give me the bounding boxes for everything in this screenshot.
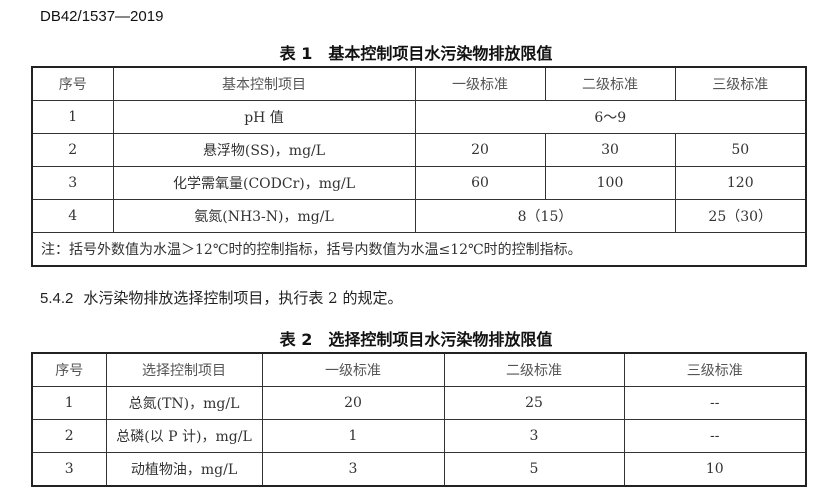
table-row: 2 总磷(以 P 计)，mg/L 1 3 -- [31,419,807,453]
table-row: 3 化学需氧量(CODCr)，mg/L 60 100 120 [31,166,807,200]
cell-item: 悬浮物(SS)，mg/L [112,133,416,167]
cell-value: -- [623,386,807,420]
table-note: 注：括号外数值为水温＞12℃时的控制指标，括号内数值为水温≤12℃时的控制指标。 [31,232,807,267]
cell-value: 100 [544,166,676,200]
table-row: 1 pH 值 6～9 [31,100,807,134]
table2-caption: 表 2 选择控制项目水污染物排放限值 [279,330,553,349]
cell-item: 总磷(以 P 计)，mg/L [105,419,263,453]
table2: 序号 选择控制项目 一级标准 二级标准 三级标准 1 总氮(TN)，mg/L 2… [31,352,807,487]
cell-value: 3 [261,452,445,487]
cell-no: 1 [31,386,107,420]
cell-no: 3 [31,452,107,487]
cell-value: 20 [414,133,546,167]
cell-value-merged: 6～9 [414,100,807,134]
cell-value: 1 [261,419,445,453]
table-row: 3 动植物油，mg/L 3 5 10 [31,452,807,487]
header-cell: 一级标准 [414,66,546,101]
cell-value: 60 [414,166,546,200]
cell-value: 30 [544,133,676,167]
cell-value: 50 [674,133,807,167]
cell-value: 25 [443,386,625,420]
cell-item: 动植物油，mg/L [105,452,263,487]
section-number: 5.4.2 [40,290,74,307]
table-header-row: 序号 选择控制项目 一级标准 二级标准 三级标准 [31,352,807,387]
cell-no: 4 [31,199,114,233]
cell-item: 化学需氧量(CODCr)，mg/L [112,166,416,200]
table-row: 2 悬浮物(SS)，mg/L 20 30 50 [31,133,807,167]
document-id: DB42/1537—2019 [40,8,164,25]
table-row: 1 总氮(TN)，mg/L 20 25 -- [31,386,807,420]
cell-value: -- [623,419,807,453]
header-cell: 序号 [31,352,107,387]
header-cell: 二级标准 [443,352,625,387]
cell-no: 1 [31,100,114,134]
header-cell: 三级标准 [674,66,807,101]
cell-value: 20 [261,386,445,420]
paragraph-5-4-2: 5.4.2 水污染物排放选择控制项目，执行表 2 的规定。 [40,287,402,308]
cell-value: 10 [623,452,807,487]
cell-no: 2 [31,133,114,167]
paragraph-text: 水污染物排放选择控制项目，执行表 2 的规定。 [83,289,403,307]
header-cell: 序号 [31,66,114,101]
cell-value: 25（30） [674,199,807,233]
cell-value: 5 [443,452,625,487]
table1-caption: 表 1 基本控制项目水污染物排放限值 [279,44,553,63]
cell-no: 2 [31,419,107,453]
cell-no: 3 [31,166,114,200]
cell-value: 3 [443,419,625,453]
table-header-row: 序号 基本控制项目 一级标准 二级标准 三级标准 [31,66,807,101]
table-note-row: 注：括号外数值为水温＞12℃时的控制指标，括号内数值为水温≤12℃时的控制指标。 [31,232,807,267]
cell-value-merged: 8（15） [414,199,676,233]
cell-item: 氨氮(NH3-N)，mg/L [112,199,416,233]
table-row: 4 氨氮(NH3-N)，mg/L 8（15） 25（30） [31,199,807,233]
cell-item: pH 值 [112,100,416,134]
table1: 序号 基本控制项目 一级标准 二级标准 三级标准 1 pH 值 6～9 2 悬浮… [31,66,807,267]
cell-item: 总氮(TN)，mg/L [105,386,263,420]
header-cell: 三级标准 [623,352,807,387]
header-cell: 一级标准 [261,352,445,387]
header-cell: 二级标准 [544,66,676,101]
header-cell: 基本控制项目 [112,66,416,101]
cell-value: 120 [674,166,807,200]
header-cell: 选择控制项目 [105,352,263,387]
